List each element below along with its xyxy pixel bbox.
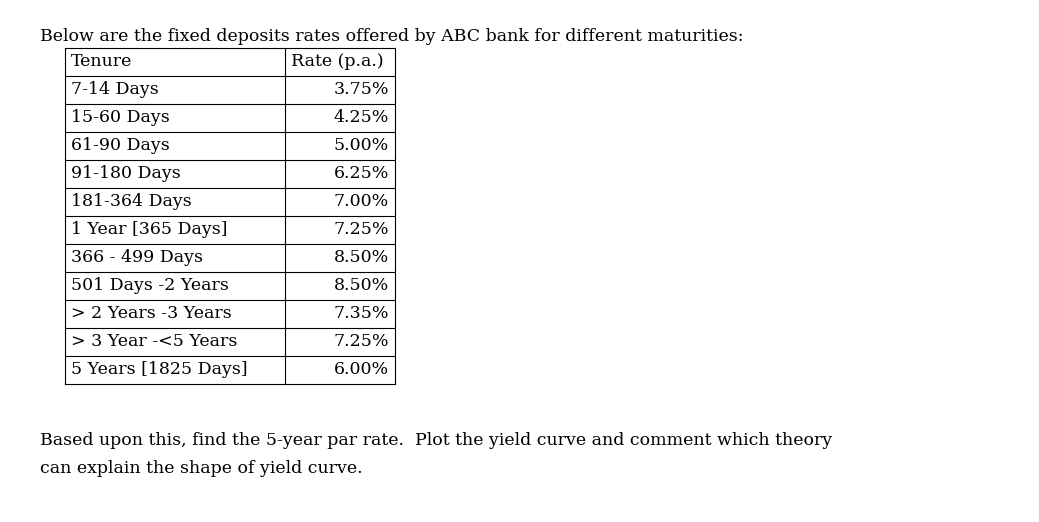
- Text: 7.25%: 7.25%: [334, 221, 389, 239]
- Text: 8.50%: 8.50%: [334, 250, 389, 267]
- Text: can explain the shape of yield curve.: can explain the shape of yield curve.: [39, 460, 363, 477]
- Text: 4.25%: 4.25%: [334, 110, 389, 126]
- Text: 366 - 499 Days: 366 - 499 Days: [71, 250, 203, 267]
- Text: Below are the fixed deposits rates offered by ABC bank for different maturities:: Below are the fixed deposits rates offer…: [39, 28, 744, 45]
- Text: 181-364 Days: 181-364 Days: [71, 194, 192, 210]
- Text: > 3 Year -<5 Years: > 3 Year -<5 Years: [71, 334, 237, 350]
- Text: > 2 Years -3 Years: > 2 Years -3 Years: [71, 305, 232, 323]
- Text: 3.75%: 3.75%: [334, 81, 389, 99]
- Text: 61-90 Days: 61-90 Days: [71, 137, 169, 155]
- Text: Based upon this, find the 5-year par rate.  Plot the yield curve and comment whi: Based upon this, find the 5-year par rat…: [39, 432, 832, 449]
- Text: 6.25%: 6.25%: [334, 165, 389, 183]
- Text: Tenure: Tenure: [71, 53, 132, 70]
- Text: 501 Days -2 Years: 501 Days -2 Years: [71, 278, 229, 294]
- Text: 5.00%: 5.00%: [334, 137, 389, 155]
- Text: Rate (p.a.): Rate (p.a.): [291, 53, 383, 70]
- Text: 7.25%: 7.25%: [334, 334, 389, 350]
- Text: 5 Years [1825 Days]: 5 Years [1825 Days]: [71, 362, 247, 378]
- Text: 7.00%: 7.00%: [334, 194, 389, 210]
- Text: 7-14 Days: 7-14 Days: [71, 81, 159, 99]
- Text: 6.00%: 6.00%: [334, 362, 389, 378]
- Text: 15-60 Days: 15-60 Days: [71, 110, 169, 126]
- Text: 8.50%: 8.50%: [334, 278, 389, 294]
- Text: 1 Year [365 Days]: 1 Year [365 Days]: [71, 221, 228, 239]
- Text: 91-180 Days: 91-180 Days: [71, 165, 181, 183]
- Text: 7.35%: 7.35%: [334, 305, 389, 323]
